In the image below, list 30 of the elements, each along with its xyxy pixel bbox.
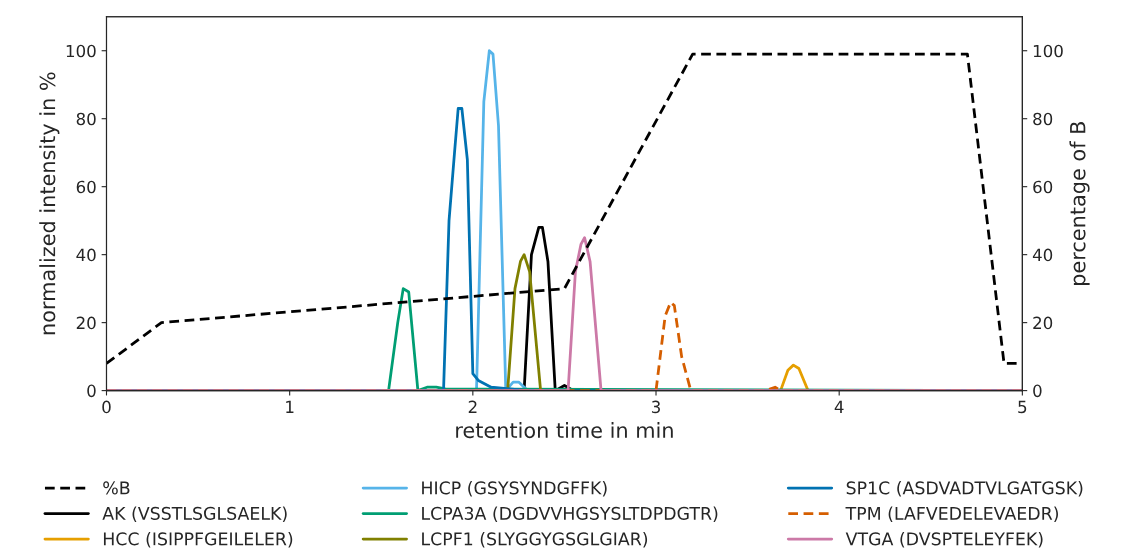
y2-axis-title: percentage of B [1069,122,1090,285]
y2-tick-label: 60 [1033,180,1053,194]
y-tick-label: 0 [87,384,96,398]
legend-label: HICP (GSYSYNDGFFK) [422,481,607,497]
x-tick-label: 0 [102,400,111,414]
x-tick-label: 3 [651,400,660,414]
y-tick-label: 60 [76,180,96,194]
y-tick-label: 20 [76,316,96,330]
legend-label: VTGA (DVSPTELEYFEK) [845,531,1043,548]
y-tick-label: 80 [76,112,96,126]
legend-label: LCPF1 (SLYGGYGSGLGIAR) [422,531,648,548]
legend-label: %B [103,481,130,495]
y-axis-title: normalized intensity in % [39,72,60,335]
legend-label: TPM (LAFVEDELEVAEDR) [845,506,1058,522]
legend-label: LCPA3A (DGDVVHGSYSLTDPDGTR) [422,506,718,522]
y2-tick-label: 40 [1032,248,1053,262]
x-axis-title: retention time in min [456,422,673,439]
legend-label: AK (VSSTLSGLSAELK) [102,506,287,522]
x-tick-label: 4 [834,400,844,413]
x-tick-label: 1 [286,400,294,413]
y-tick-label: 100 [66,44,96,58]
legend-label: HCC (ISIPPFGEILELER) [103,531,293,548]
y2-tick-label: 0 [1033,384,1042,398]
x-tick-label: 5 [1018,400,1027,414]
y2-tick-label: 100 [1033,44,1063,58]
y2-tick-label: 20 [1033,316,1053,330]
y2-tick-label: 80 [1033,112,1053,126]
y-tick-label: 40 [76,248,96,262]
legend-label: SP1C (ASDVADTVLGATGSK) [846,481,1083,497]
x-tick-label: 2 [468,400,477,413]
